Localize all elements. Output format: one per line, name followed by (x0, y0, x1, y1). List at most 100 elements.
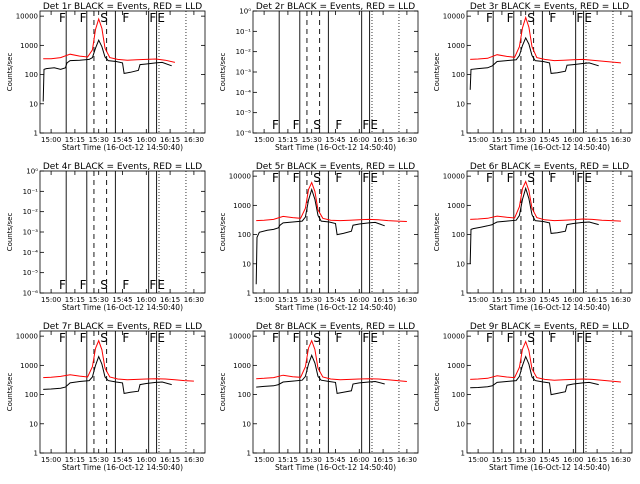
y-tick-label: 10 (29, 420, 38, 428)
phase-letter: F (576, 171, 583, 185)
y-tick-label: 10000 (229, 333, 251, 341)
x-tick-label: 15:30 (89, 136, 109, 144)
x-tick-label: 16:00 (136, 456, 156, 464)
y-tick-label: 1000 (447, 362, 465, 370)
phase-letter: F (122, 331, 129, 345)
x-axis-label: Start Time (16-Oct-12 14:50:40) (62, 143, 183, 152)
lld-series-line (470, 180, 621, 222)
events-series-line (470, 355, 599, 396)
phase-letter: S (100, 11, 108, 25)
phase-letter: E (157, 11, 165, 25)
x-axis-label: Start Time (16-Oct-12 14:50:40) (489, 303, 610, 312)
phase-letter: F (293, 171, 300, 185)
x-tick-label: 16:15 (373, 456, 393, 464)
y-tick-label: 1000 (233, 362, 251, 370)
x-tick-label: 16:30 (611, 456, 631, 464)
x-tick-label: 15:45 (539, 296, 559, 304)
y-tick-label: 100 (238, 391, 251, 399)
y-tick-label: 1 (247, 290, 251, 298)
events-series-line (43, 355, 172, 394)
x-tick-label: 15:15 (278, 136, 298, 144)
phase-letter: S (313, 331, 321, 345)
x-tick-label: 16:30 (397, 296, 417, 304)
y-tick-label: 10 (456, 260, 465, 268)
y-tick-label: 10000 (443, 173, 465, 181)
x-tick-label: 15:00 (468, 136, 488, 144)
y-tick-label: 10⁻³ (236, 69, 252, 77)
phase-letter: F (272, 331, 279, 345)
phase-letter: F (576, 331, 583, 345)
y-axis-label: Counts/sec (6, 373, 14, 412)
y-axis-label: Counts/sec (433, 213, 441, 252)
events-series-line (42, 38, 172, 102)
x-tick-label: 16:30 (611, 136, 631, 144)
x-tick-label: 15:45 (325, 456, 345, 464)
y-tick-label: 10⁻⁵ (236, 109, 252, 117)
phase-letter: E (370, 331, 378, 345)
lld-series-line (43, 339, 194, 382)
y-tick-label: 10 (242, 420, 251, 428)
y-tick-label: 100 (25, 391, 38, 399)
plot-frame (252, 170, 419, 294)
phase-letter: S (527, 331, 535, 345)
x-tick-label: 15:45 (112, 136, 132, 144)
y-tick-label: 1 (34, 130, 38, 138)
y-tick-label: 10⁻² (23, 208, 39, 216)
x-tick-label: 16:00 (349, 296, 369, 304)
x-tick-label: 15:15 (65, 296, 85, 304)
phase-letter: F (362, 331, 369, 345)
phase-letter: F (507, 11, 514, 25)
x-tick-label: 15:30 (302, 456, 322, 464)
x-tick-label: 16:30 (184, 136, 204, 144)
x-tick-label: 15:00 (468, 296, 488, 304)
y-tick-label: 10000 (16, 13, 38, 21)
y-axis-label: Counts/sec (219, 213, 227, 252)
x-tick-label: 16:15 (160, 456, 180, 464)
phase-letter: F (335, 118, 342, 132)
y-tick-label: 10000 (443, 13, 465, 21)
y-tick-label: 1000 (20, 362, 38, 370)
x-tick-label: 16:30 (397, 456, 417, 464)
phase-letter: F (507, 171, 514, 185)
y-axis-label: Counts/sec (219, 53, 227, 92)
x-axis-label: Start Time (16-Oct-12 14:50:40) (489, 143, 610, 152)
events-series-line (255, 187, 385, 285)
x-axis-label: Start Time (16-Oct-12 14:50:40) (62, 303, 183, 312)
y-tick-label: 10⁰ (26, 168, 38, 176)
y-tick-label: 10⁻¹ (23, 188, 39, 196)
x-axis-label: Start Time (16-Oct-12 14:50:40) (62, 463, 183, 472)
y-axis-label: Counts/sec (6, 53, 14, 92)
phase-letter: F (549, 171, 556, 185)
phase-letter: F (549, 331, 556, 345)
y-tick-label: 1000 (447, 202, 465, 210)
lld-series-line (43, 17, 176, 63)
phase-letter: F (335, 331, 342, 345)
x-tick-label: 16:00 (563, 136, 583, 144)
phase-letter: S (100, 278, 108, 292)
x-tick-label: 15:45 (112, 456, 132, 464)
x-tick-label: 15:30 (302, 136, 322, 144)
x-tick-label: 16:15 (587, 456, 607, 464)
phase-letter: E (584, 171, 592, 185)
y-tick-label: 10⁻⁵ (23, 269, 39, 277)
x-tick-label: 16:15 (373, 136, 393, 144)
x-tick-label: 15:30 (89, 456, 109, 464)
phase-letter: F (486, 11, 493, 25)
plot-frame (252, 330, 419, 454)
phase-letter: F (549, 11, 556, 25)
x-axis-label: Start Time (16-Oct-12 14:50:40) (489, 463, 610, 472)
y-tick-label: 10 (29, 100, 38, 108)
x-tick-label: 16:00 (349, 456, 369, 464)
x-tick-label: 16:15 (373, 296, 393, 304)
panel-title: Det 9r BLACK = Events, RED = LLD (470, 322, 629, 332)
phase-letter: F (80, 331, 87, 345)
plot-frame (39, 170, 206, 294)
x-tick-label: 15:15 (492, 136, 512, 144)
y-tick-label: 10⁻³ (23, 229, 39, 237)
y-axis-label: Counts/sec (433, 53, 441, 92)
